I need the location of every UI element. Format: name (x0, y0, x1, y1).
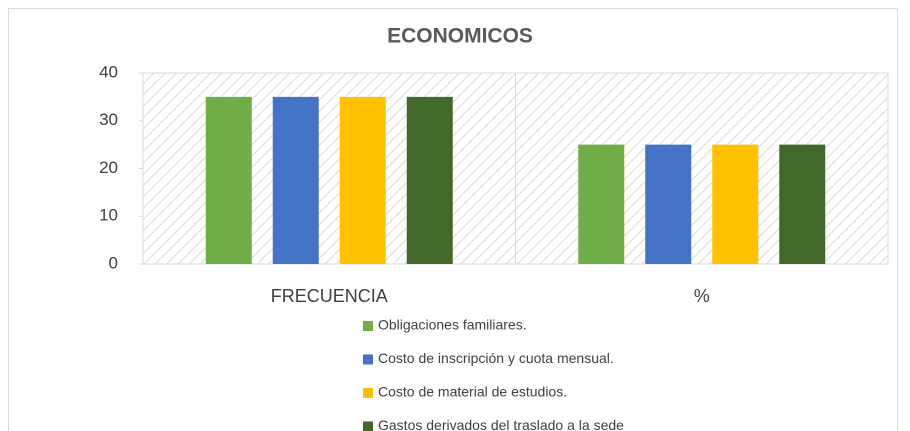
legend-label: Gastos derivados del traslado a la sede (378, 417, 624, 431)
bar (712, 144, 759, 264)
bar (406, 96, 453, 264)
bar (578, 144, 625, 264)
legend-swatch (363, 388, 373, 398)
y-tick-label: 40 (99, 62, 118, 81)
legend-label: Costo de material de estudios. (378, 384, 567, 400)
bar (272, 96, 319, 264)
x-tick-label: % (694, 286, 710, 306)
bar (205, 96, 252, 264)
chart-title: ECONOMICOS (387, 25, 533, 48)
legend-swatch (363, 354, 373, 365)
y-tick-label: 30 (99, 110, 118, 129)
x-tick-label: FRECUENCIA (271, 286, 388, 306)
bar (645, 144, 692, 264)
bar (779, 144, 826, 264)
y-tick-label: 20 (99, 158, 118, 177)
legend-swatch (363, 421, 373, 431)
legend-swatch (363, 321, 373, 331)
bar (339, 96, 386, 264)
y-tick-label: 10 (99, 206, 118, 225)
legend-label: Costo de inscripción y cuota mensual. (378, 350, 614, 366)
legend-label: Obligaciones familiares. (378, 317, 527, 333)
y-tick-label: 0 (109, 253, 118, 272)
